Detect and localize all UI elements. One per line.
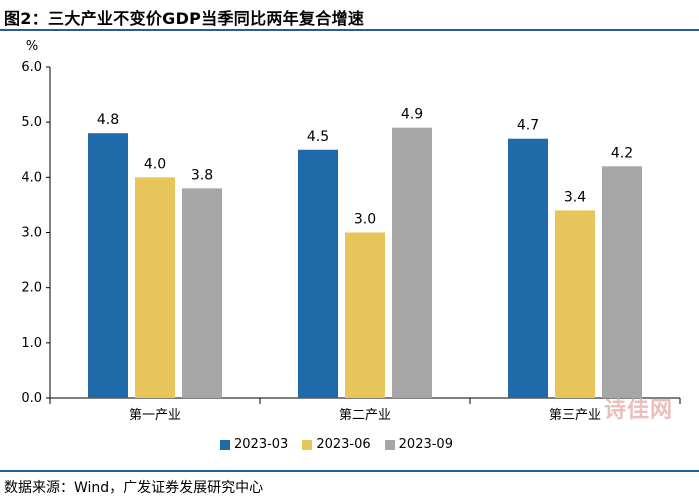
y-tick-label: 1.0 [21,336,42,351]
figure-title: 图2：三大产业不变价GDP当季同比两年复合增速 [4,9,365,28]
chart-legend: 2023-03 2023-06 2023-09 [220,437,453,452]
legend-item-2023-06: 2023-06 [302,437,371,452]
bar-data-label: 4.7 [517,118,539,134]
legend-item-2023-03: 2023-03 [220,437,288,452]
bar-data-label: 4.0 [144,156,166,172]
watermark: 诗佳网 [604,398,674,423]
x-category-label: 第二产业 [339,408,391,423]
y-tick-label: 4.0 [21,170,42,185]
legend-swatch [220,439,230,450]
bar-2023-09-第一产业 [182,188,222,398]
bar-2023-06-第三产业 [555,210,595,398]
bar-data-label: 3.0 [354,212,376,228]
chart-data-labels: 4.8 4.0 3.8 4.5 3.0 4.9 4.7 3.4 4.2 [97,107,633,228]
y-tick-label: 3.0 [21,226,42,241]
bar-2023-06-第一产业 [135,177,175,398]
chart-bars [88,127,642,398]
bar-2023-09-第三产业 [602,166,642,398]
bar-2023-03-第二产业 [298,149,338,398]
source-divider [0,470,699,472]
y-tick-label: 2.0 [21,281,42,296]
bar-2023-03-第一产业 [88,133,128,398]
bar-data-label: 3.8 [191,167,213,183]
title-divider [0,29,699,31]
y-tick-label: 6.0 [21,60,42,75]
bar-data-label: 4.5 [307,129,329,145]
bar-2023-03-第三产业 [508,138,548,398]
legend-swatch [384,439,395,450]
bar-2023-06-第二产业 [345,232,385,398]
y-tick-label: 0.0 [21,391,42,406]
legend-label: 2023-06 [316,437,371,452]
legend-swatch [302,439,313,450]
bar-data-label: 3.4 [564,189,586,205]
y-axis-unit-label: % [26,39,38,54]
legend-label: 2023-03 [234,437,289,452]
chart-axes: % 0.0 1.0 2.0 3.0 4.0 5.0 6.0 第一产业 第二产业 第三产业 [21,39,681,423]
y-tick-label: 5.0 [21,115,42,130]
bar-data-label: 4.8 [97,112,119,128]
legend-label: 2023-09 [398,437,453,452]
x-category-label: 第一产业 [129,408,181,423]
title-bar: 图2：三大产业不变价GDP当季同比两年复合增速 [0,0,699,31]
legend-item-2023-09: 2023-09 [384,437,453,452]
x-category-label: 第三产业 [549,408,601,423]
bar-data-label: 4.9 [401,107,423,123]
bar-2023-09-第二产业 [392,127,432,398]
source-note: 数据来源：Wind，广发证券发展研究中心 [4,480,264,496]
bar-data-label: 4.2 [611,145,633,161]
